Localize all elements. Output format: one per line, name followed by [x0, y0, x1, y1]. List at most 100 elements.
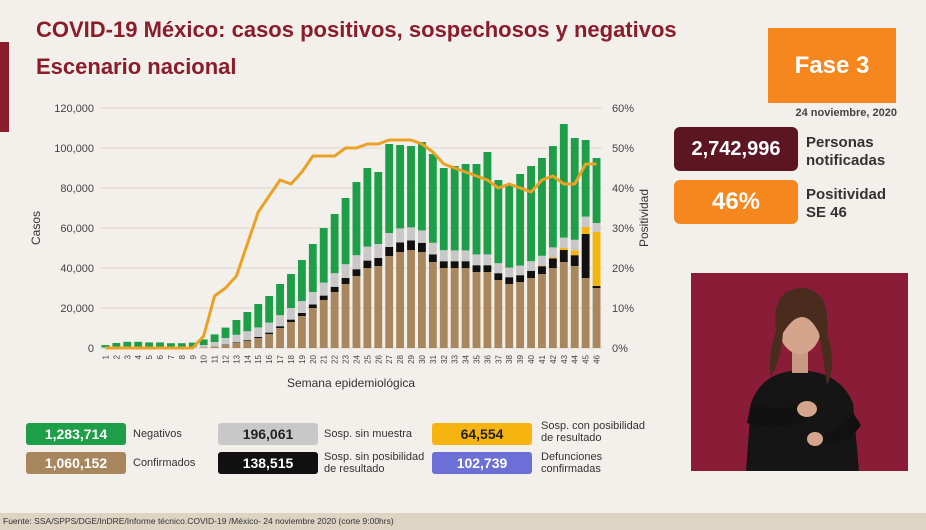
- bar-segment: [407, 146, 415, 228]
- bar-segment: [527, 166, 535, 262]
- x-tick-label: 40: [527, 354, 536, 363]
- bar-segment: [221, 327, 230, 338]
- bar-segment: [439, 268, 448, 348]
- bar-segment: [450, 166, 459, 251]
- x-tick-label: 23: [342, 354, 351, 363]
- bar-segment: [243, 331, 252, 341]
- notified-label-line2: notificadas: [806, 152, 886, 169]
- x-tick-label: 7: [167, 354, 176, 359]
- bar-segment: [505, 184, 514, 268]
- bar-segment: [559, 248, 568, 250]
- bar-segment: [352, 276, 361, 348]
- bar-segment: [374, 244, 383, 258]
- x-tick-label: 38: [505, 354, 514, 363]
- bar-segment: [407, 250, 415, 348]
- x-tick-label: 9: [189, 354, 198, 359]
- x-tick-label: 32: [440, 354, 449, 363]
- bar-segment: [483, 254, 492, 266]
- bar-segment: [559, 262, 568, 348]
- x-tick-label: 24: [352, 354, 361, 363]
- bar-segment: [538, 158, 546, 256]
- x-tick-label: 10: [200, 354, 209, 363]
- bar-segment: [472, 254, 481, 266]
- x-tick-label: 30: [418, 354, 427, 363]
- bar-segment: [254, 327, 263, 337]
- bar-segment: [232, 343, 241, 348]
- bar-segment: [581, 278, 590, 348]
- bar-segment: [308, 304, 317, 308]
- bar-segment: [232, 320, 241, 335]
- x-tick-label: 44: [571, 354, 580, 363]
- bar-segment: [494, 273, 503, 280]
- y2-tick-label: 30%: [612, 223, 634, 235]
- notified-label: Personas notificadas: [806, 134, 885, 170]
- bar-segment: [418, 142, 426, 231]
- bar-segment: [254, 338, 263, 348]
- x-tick-label: 4: [134, 354, 143, 359]
- bar-segment: [461, 250, 470, 262]
- positivity-label-line1: Positividad: [806, 186, 887, 203]
- bar-segment: [505, 277, 514, 284]
- x-tick-label: 39: [516, 354, 525, 363]
- bar-segment: [461, 268, 470, 348]
- bar-segment: [527, 261, 535, 271]
- x-tick-label: 28: [396, 354, 405, 363]
- bar-segment: [516, 275, 525, 282]
- bar-segment: [199, 339, 208, 345]
- bar-segment: [297, 313, 306, 316]
- bar-segment: [374, 266, 383, 348]
- bar-segment: [439, 261, 448, 268]
- bar-segment: [559, 124, 568, 238]
- report-date: 24 noviembre, 2020: [795, 107, 897, 119]
- bar-segment: [210, 342, 219, 347]
- legend-negativos-value: 1,283,714: [26, 423, 126, 445]
- bar-segment: [319, 228, 328, 283]
- legend-confirmados-label: Confirmados: [133, 457, 196, 469]
- bar-segment: [363, 168, 372, 247]
- bar-segment: [363, 246, 372, 261]
- bar-segment: [341, 198, 350, 265]
- y-tick-label: 60,000: [60, 223, 94, 235]
- bar-segment: [428, 154, 437, 243]
- bar-segment: [276, 315, 284, 327]
- page-subtitle: Escenario nacional: [36, 54, 237, 79]
- bar-segment: [418, 230, 426, 243]
- legend-sosp-con-posibilidad-label: Sosp. con posibilidad de resultado: [541, 420, 645, 444]
- bar-segment: [210, 346, 219, 348]
- bar-segment: [538, 266, 546, 274]
- bar-segment: [276, 326, 284, 328]
- y-tick-label: 0: [88, 343, 94, 355]
- x-tick-label: 46: [593, 354, 602, 363]
- source-footer: Fuente: SSA/SPPS/DGE/InDRE/Informe técni…: [0, 513, 926, 530]
- bar-segment: [527, 278, 535, 348]
- x-tick-label: 12: [222, 354, 231, 363]
- x-tick-label: 15: [254, 354, 263, 363]
- phase-badge: Fase 3: [768, 28, 896, 103]
- notified-count: 2,742,996: [674, 127, 798, 171]
- positivity-value: 46%: [674, 180, 798, 224]
- y-tick-label: 40,000: [60, 263, 94, 275]
- bar-segment: [319, 300, 328, 348]
- legend-defunciones-value: 102,739: [432, 452, 532, 474]
- bar-segment: [494, 263, 503, 274]
- bar-segment: [297, 301, 306, 313]
- x-tick-label: 35: [473, 354, 482, 363]
- bar-segment: [177, 343, 186, 348]
- bar-segment: [439, 168, 448, 251]
- legend-sosp-con-posibilidad-value: 64,554: [432, 423, 532, 445]
- bar-segment: [538, 265, 546, 267]
- bar-segment: [418, 242, 426, 252]
- y2-tick-label: 10%: [612, 303, 634, 315]
- y2-tick-label: 50%: [612, 143, 634, 155]
- bar-segment: [581, 234, 590, 278]
- bar-segment: [396, 252, 405, 348]
- bar-segment: [319, 295, 328, 300]
- x-tick-label: 29: [407, 354, 416, 363]
- x-tick-label: 45: [582, 354, 591, 363]
- y2-axis-label: Positividad: [637, 189, 650, 247]
- bar-segment: [538, 255, 546, 266]
- bar-segment: [385, 247, 394, 256]
- bar-segment: [243, 340, 252, 341]
- bar-segment: [505, 267, 514, 278]
- bar-segment: [101, 345, 110, 348]
